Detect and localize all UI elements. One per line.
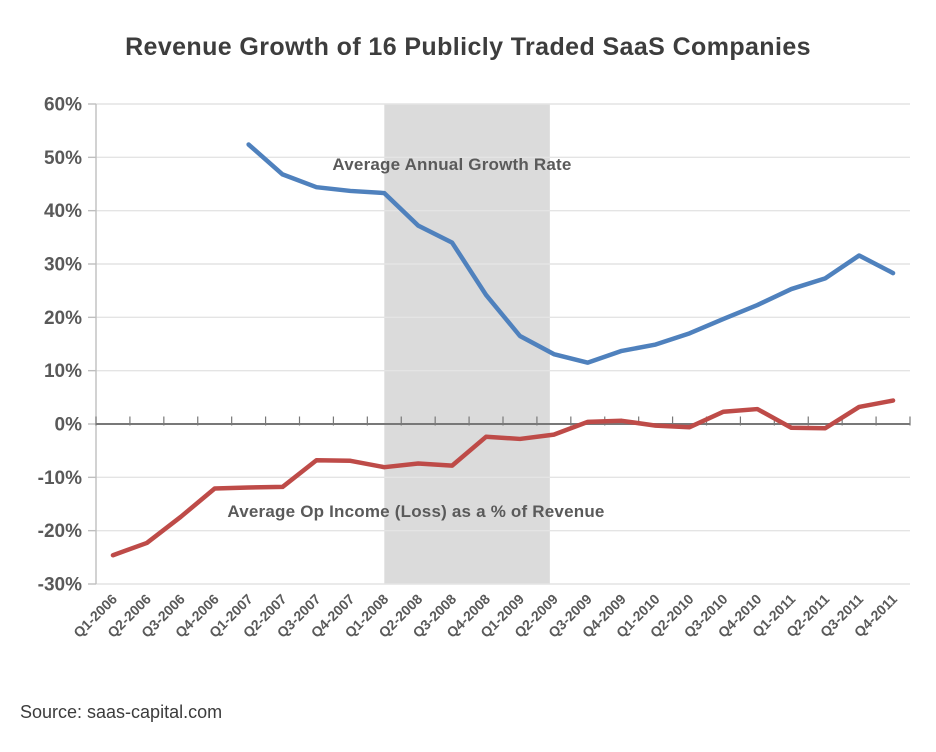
op-income-line-label: Average Op Income (Loss) as a % of Reven… — [227, 502, 605, 521]
recession-band — [384, 104, 550, 584]
y-tick-label: 60% — [44, 95, 82, 116]
y-tick-label: -10% — [38, 468, 82, 489]
y-tick-label: 0% — [55, 415, 83, 436]
y-tick-label: -20% — [38, 521, 82, 542]
growth-rate-line — [246, 142, 896, 365]
y-tick-label: 40% — [44, 201, 82, 222]
source-credit: Source: saas-capital.com — [20, 702, 223, 722]
y-tick-label: 50% — [44, 148, 82, 169]
op-income-line — [110, 398, 896, 558]
y-tick-label: -30% — [38, 575, 82, 596]
y-tick-label: 10% — [44, 361, 82, 382]
line-chart-svg: 60%50%40%30%20%10%0%-10%-20%-30%Q1-2006Q… — [38, 95, 911, 641]
chart-area: 60% 50% 40% 30% 20% 10% 0% -10% -20% -30% Q1-2006 Q… — [38, 95, 911, 641]
growth-rate-line-label: Average Annual Growth Rate — [332, 155, 572, 174]
y-tick-label: 30% — [44, 255, 82, 276]
chart-title: Revenue Growth of 16 Publicly Traded Saa… — [125, 33, 811, 61]
y-tick-label: 20% — [44, 308, 82, 329]
